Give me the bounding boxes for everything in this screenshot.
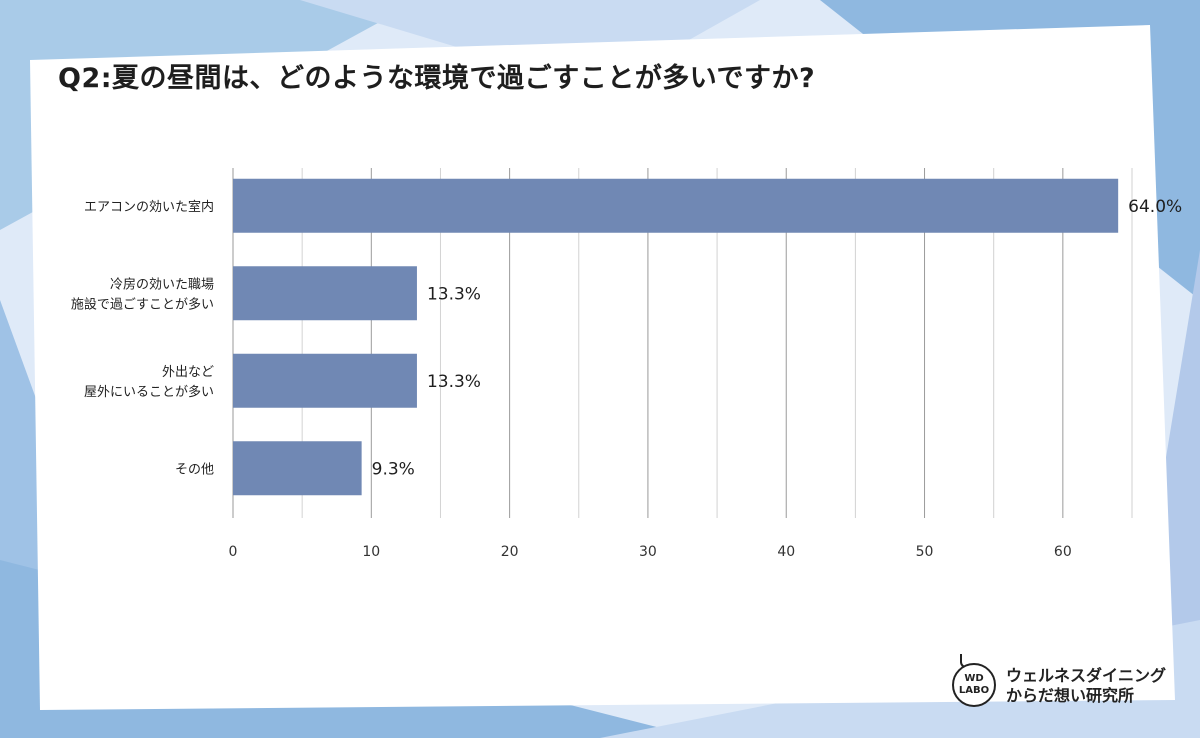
logo-mark: WD LABO <box>952 663 996 707</box>
x-tick-label: 30 <box>639 544 657 560</box>
value-label: 13.3% <box>427 284 481 304</box>
category-label: エアコンの効いた室内 <box>84 199 214 215</box>
x-tick-label: 50 <box>916 544 934 560</box>
category-label-line: 屋外にいることが多い <box>84 384 214 400</box>
x-tick-label: 60 <box>1054 544 1072 560</box>
bar <box>233 266 417 321</box>
brand-logo: WD LABO ウェルネスダイニング からだ想い研究所 <box>952 654 1172 714</box>
value-label: 64.0% <box>1128 197 1182 217</box>
category-label-line: その他 <box>175 462 214 477</box>
bar <box>233 353 417 408</box>
x-tick-label: 20 <box>501 544 519 560</box>
logo-text: ウェルネスダイニング からだ想い研究所 <box>1006 666 1166 706</box>
category-label-line: 冷房の効いた職場 <box>110 276 214 292</box>
logo-text-line1: ウェルネスダイニング <box>1006 666 1167 685</box>
value-label: 13.3% <box>427 372 481 392</box>
x-tick-label: 10 <box>362 544 380 560</box>
category-label-line: 施設で過ごすことが多い <box>71 296 214 312</box>
value-label: 9.3% <box>372 459 415 479</box>
logo-mark-line2: LABO <box>958 685 990 696</box>
chart-title: Q2:夏の昼間は、どのような環境で過ごすことが多いですか? <box>58 63 816 94</box>
bar <box>233 178 1119 233</box>
category-label-line: エアコンの効いた室内 <box>84 199 214 215</box>
x-tick-label: 0 <box>229 544 238 560</box>
bar <box>233 441 362 496</box>
logo-text-line2: からだ想い研究所 <box>1006 686 1135 705</box>
x-tick-label: 40 <box>777 544 795 560</box>
category-label: 外出など屋外にいることが多い <box>84 365 214 400</box>
category-label: 冷房の効いた職場施設で過ごすことが多い <box>71 276 214 312</box>
category-label: その他 <box>175 462 214 477</box>
category-label-line: 外出など <box>162 365 214 380</box>
logo-mark-line1: WD <box>964 673 984 684</box>
